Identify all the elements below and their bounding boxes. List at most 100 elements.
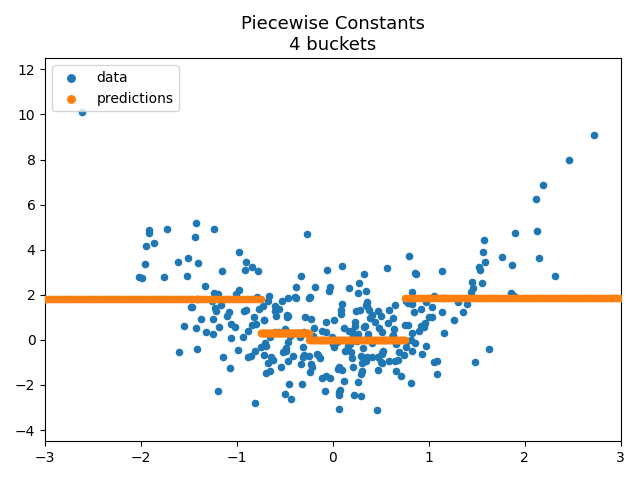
data — [328, 340, 339, 348]
predictions — [543, 294, 554, 301]
data — [378, 347, 388, 355]
predictions — [470, 294, 480, 301]
data — [212, 387, 223, 395]
data — [458, 308, 468, 316]
predictions — [164, 296, 175, 303]
data — [424, 313, 435, 321]
data — [538, 181, 548, 189]
predictions — [344, 336, 354, 344]
data — [364, 306, 374, 314]
predictions — [365, 336, 375, 344]
data — [340, 348, 351, 355]
predictions — [280, 329, 291, 337]
data — [191, 324, 201, 332]
predictions — [483, 294, 493, 301]
predictions — [444, 294, 454, 301]
data — [285, 395, 296, 403]
data — [349, 322, 360, 330]
predictions — [149, 296, 159, 303]
data — [377, 328, 387, 336]
predictions — [95, 296, 105, 303]
data — [134, 273, 144, 280]
data — [404, 252, 414, 260]
data — [416, 322, 426, 330]
predictions — [268, 329, 278, 337]
data — [290, 293, 300, 300]
predictions — [138, 296, 148, 303]
predictions — [262, 329, 272, 337]
data — [270, 328, 280, 336]
predictions — [393, 336, 403, 344]
data — [270, 302, 280, 310]
predictions — [385, 336, 396, 344]
predictions — [134, 296, 144, 303]
predictions — [559, 294, 569, 301]
predictions — [513, 294, 524, 301]
predictions — [352, 336, 362, 344]
predictions — [585, 294, 595, 301]
predictions — [282, 329, 292, 337]
predictions — [73, 296, 83, 303]
predictions — [605, 294, 615, 301]
predictions — [355, 336, 365, 344]
predictions — [334, 336, 344, 344]
predictions — [168, 296, 179, 303]
predictions — [353, 336, 364, 344]
data — [299, 328, 309, 336]
predictions — [51, 296, 61, 303]
predictions — [376, 336, 386, 344]
data — [291, 283, 301, 290]
data — [351, 307, 361, 314]
data — [371, 318, 381, 326]
predictions — [515, 294, 525, 301]
data — [376, 312, 387, 320]
data — [299, 351, 309, 359]
data — [373, 353, 383, 360]
predictions — [489, 294, 499, 301]
predictions — [326, 336, 336, 344]
data — [484, 345, 495, 352]
predictions — [528, 294, 538, 301]
data — [352, 337, 362, 345]
predictions — [232, 296, 242, 303]
predictions — [526, 294, 536, 301]
predictions — [552, 294, 563, 301]
data — [333, 366, 344, 373]
data — [406, 379, 416, 386]
data — [207, 297, 217, 305]
data — [230, 324, 240, 331]
data — [266, 353, 276, 360]
Title: Piecewise Constants
4 buckets: Piecewise Constants 4 buckets — [241, 15, 425, 54]
data — [233, 347, 243, 354]
predictions — [456, 294, 467, 301]
data — [317, 374, 327, 382]
data — [284, 338, 294, 346]
data — [406, 288, 417, 296]
predictions — [190, 296, 200, 303]
data — [282, 357, 292, 364]
predictions — [274, 329, 284, 337]
predictions — [340, 336, 351, 344]
data — [367, 353, 377, 360]
predictions — [276, 329, 286, 337]
predictions — [219, 296, 229, 303]
predictions — [252, 296, 262, 303]
predictions — [411, 294, 421, 301]
predictions — [579, 294, 589, 301]
data — [362, 353, 372, 361]
data — [140, 260, 150, 268]
data — [337, 300, 348, 308]
predictions — [613, 294, 623, 301]
predictions — [160, 296, 170, 303]
predictions — [450, 294, 460, 301]
data — [406, 347, 417, 354]
predictions — [522, 294, 532, 301]
predictions — [125, 296, 135, 303]
predictions — [583, 294, 593, 301]
predictions — [195, 296, 205, 303]
predictions — [227, 296, 237, 303]
predictions — [265, 329, 275, 337]
predictions — [303, 329, 313, 337]
predictions — [338, 336, 348, 344]
predictions — [145, 296, 155, 303]
